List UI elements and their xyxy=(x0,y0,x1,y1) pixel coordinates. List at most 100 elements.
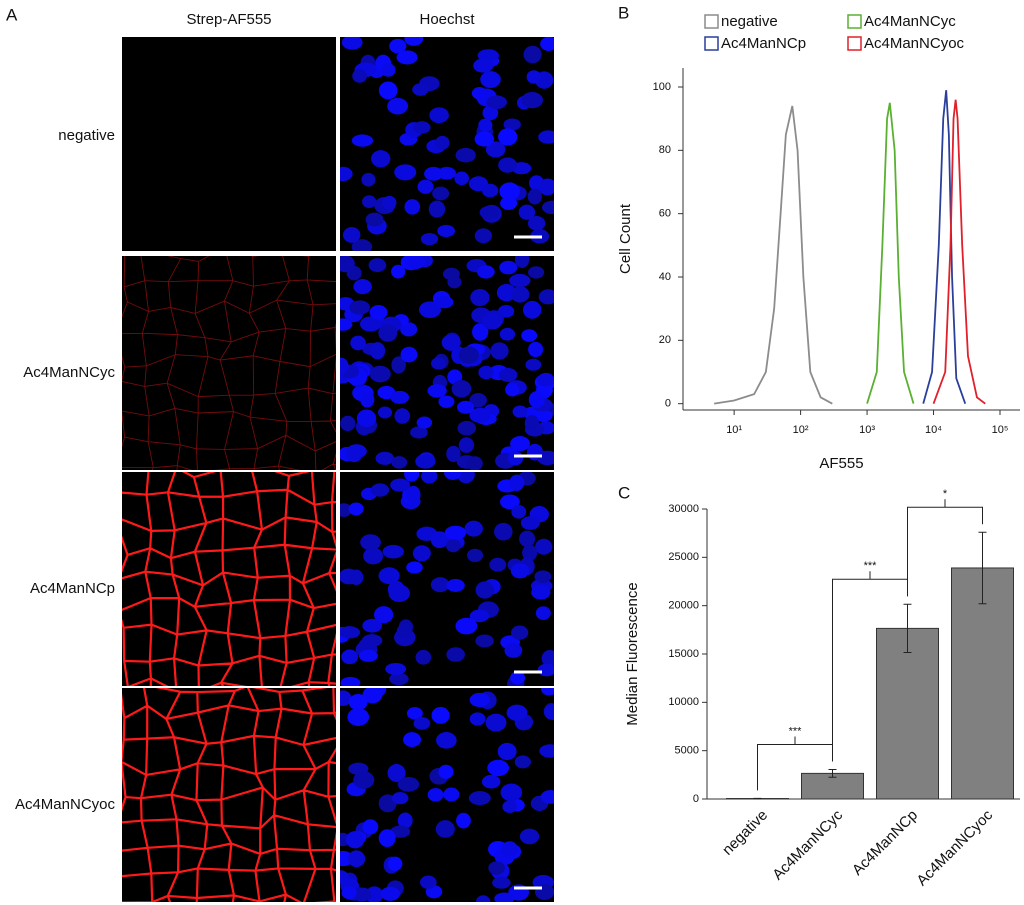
x-tick-label: 10⁵ xyxy=(992,424,1009,436)
nucleus xyxy=(341,886,357,900)
nucleus xyxy=(360,534,381,551)
nucleus xyxy=(486,95,507,110)
nucleus xyxy=(380,63,396,77)
nucleus xyxy=(427,788,444,802)
micrograph-content xyxy=(122,256,336,470)
micrograph-content xyxy=(340,37,554,251)
nucleus xyxy=(471,87,488,100)
nucleus xyxy=(387,764,406,782)
nucleus xyxy=(478,365,494,380)
membrane-stain xyxy=(122,688,336,902)
nucleus xyxy=(446,578,465,592)
significance-label: *** xyxy=(864,560,878,572)
nucleus xyxy=(531,585,551,600)
nucleus xyxy=(431,357,446,370)
nucleus xyxy=(536,450,554,466)
nucleus xyxy=(526,70,541,84)
nucleus xyxy=(341,649,359,665)
nucleus xyxy=(359,316,382,332)
nucleus xyxy=(404,37,424,46)
nucleus xyxy=(352,887,372,902)
nucleus xyxy=(390,478,411,492)
nucleus xyxy=(466,456,483,470)
nucleus xyxy=(544,704,554,720)
nucleus xyxy=(346,445,363,463)
nucleus xyxy=(455,617,478,635)
nucleus xyxy=(342,227,361,243)
membrane-stain xyxy=(122,256,336,470)
nucleus xyxy=(390,825,411,838)
nucleus xyxy=(488,861,505,875)
nucleus xyxy=(362,195,377,209)
nucleus xyxy=(340,676,361,686)
nucleus xyxy=(429,107,449,124)
bar xyxy=(876,627,939,800)
nucleus xyxy=(500,196,518,210)
nucleus xyxy=(348,693,368,711)
nucleus xyxy=(503,118,521,131)
nucleus xyxy=(524,414,540,432)
nucleus xyxy=(378,406,393,419)
nucleus xyxy=(519,530,536,548)
nucleus xyxy=(541,688,554,696)
nucleus xyxy=(482,313,503,330)
nucleus xyxy=(430,531,449,549)
nucleus xyxy=(468,791,491,806)
nucleus xyxy=(527,266,545,279)
nucleus xyxy=(397,776,420,792)
nucleus xyxy=(521,91,544,109)
nucleus xyxy=(446,445,461,462)
significance-bracket xyxy=(907,499,983,597)
nucleus xyxy=(510,286,530,303)
nucleus xyxy=(391,264,406,279)
nucleus xyxy=(340,166,353,182)
nucleus xyxy=(435,296,454,309)
nucleus xyxy=(387,97,409,115)
micrograph-content xyxy=(340,472,554,686)
nucleus xyxy=(404,472,420,482)
nucleus xyxy=(538,178,554,196)
nucleus xyxy=(520,516,540,530)
bar xyxy=(951,567,1014,800)
y-axis-title: Cell Count xyxy=(617,203,634,274)
nucleus xyxy=(415,454,436,469)
nucleus xyxy=(350,335,366,351)
nucleus xyxy=(490,342,509,360)
nucleus xyxy=(469,392,487,408)
nucleus xyxy=(499,182,520,201)
nucleus xyxy=(351,134,374,147)
panel-label: B xyxy=(618,3,629,22)
nucleus xyxy=(474,131,495,147)
nucleus xyxy=(528,341,544,358)
y-tick-label: 30000 xyxy=(668,503,699,515)
nucleus xyxy=(485,141,506,158)
nucleus xyxy=(396,50,418,65)
y-tick-label: 15000 xyxy=(668,648,699,660)
nucleus xyxy=(457,400,475,414)
nucleus xyxy=(538,130,554,144)
nucleus xyxy=(412,545,431,562)
nucleus xyxy=(444,525,467,540)
nucleus xyxy=(406,256,426,269)
nucleus xyxy=(362,819,379,835)
nucleus xyxy=(499,327,516,341)
nucleus xyxy=(475,895,491,902)
error-bar xyxy=(903,603,912,654)
membrane-stain xyxy=(122,472,336,686)
nucleus xyxy=(340,318,353,331)
micrograph xyxy=(122,37,336,251)
row-label: Ac4ManNCyoc xyxy=(15,796,116,813)
nucleus xyxy=(347,850,366,868)
row-label: negative xyxy=(58,127,115,144)
nucleus xyxy=(509,474,525,492)
nucleus xyxy=(478,118,493,132)
y-tick-label: 20000 xyxy=(668,600,699,612)
nucleus xyxy=(413,121,431,134)
nucleus xyxy=(341,37,363,50)
row-label: Ac4ManNCyc xyxy=(23,364,115,381)
nucleus xyxy=(521,329,538,342)
nucleus xyxy=(378,324,398,342)
nucleus xyxy=(498,157,518,173)
x-axis-title: AF555 xyxy=(819,455,863,472)
nucleus xyxy=(347,708,370,726)
